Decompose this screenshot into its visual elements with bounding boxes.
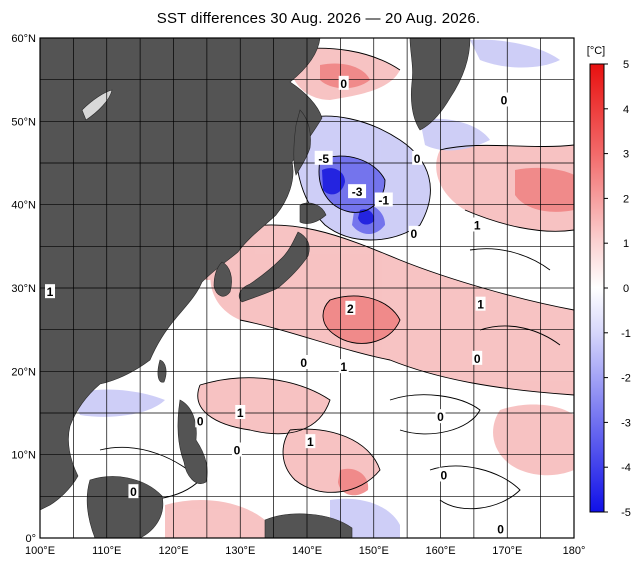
contour-label: 0 (414, 152, 421, 166)
longitude-label: 160°E (425, 545, 455, 557)
map-frame (39, 37, 575, 539)
colorbar-tick-label: 0 (623, 283, 629, 295)
sakhalin-island (293, 109, 311, 176)
contour-label-background (498, 92, 509, 107)
colorbar-tick-label: -1 (621, 328, 631, 340)
colorbar-tick-label: 1 (623, 238, 629, 250)
contour-label: 0 (234, 444, 241, 458)
contour-label-background (348, 184, 367, 199)
hokkaido-island (299, 202, 327, 224)
contour-label: -1 (378, 194, 389, 208)
longitude-label: 120°E (158, 545, 188, 557)
contour-label-background (338, 359, 349, 374)
contour-label-background (345, 300, 356, 315)
kamchatka-peninsula (409, 37, 471, 131)
new-guinea-island (264, 513, 353, 539)
contour-label: 0 (501, 94, 508, 108)
land-masses (39, 37, 471, 539)
contour-label-background (305, 434, 316, 449)
longitude-label: 170°E (492, 545, 522, 557)
contour-label-background (495, 521, 506, 536)
strong-warm-patches (320, 63, 574, 496)
latitude-label: 10°N (11, 450, 36, 462)
contour-label-background (231, 442, 242, 457)
contour-label-background (374, 192, 393, 207)
contour-label: 1 (474, 219, 481, 233)
contour-label-background (128, 484, 139, 499)
contour-label-background (472, 350, 483, 365)
colorbar (589, 63, 605, 513)
latitude-label: 20°N (11, 366, 36, 378)
contour-label: 0 (437, 410, 444, 424)
latitude-label: 0° (25, 533, 36, 545)
contour-label-background (298, 355, 309, 369)
contour-label: 1 (340, 360, 347, 374)
asia-mainland (39, 37, 323, 511)
longitude-label: 100°E (25, 545, 55, 557)
latitude-labels: 60°N 50°N 40°N 30°N 20°N 10°N 0° (11, 33, 36, 545)
shikotan-lake (81, 89, 113, 121)
contour-label: 0 (410, 227, 417, 241)
longitude-label: 130°E (225, 545, 255, 557)
colorbar-tick-label: 5 (623, 59, 629, 71)
contour-label: 0 (300, 356, 307, 370)
contour-label-background (438, 467, 449, 482)
latitude-label: 60°N (11, 33, 36, 45)
colorbar-tick-label: -2 (621, 373, 631, 385)
contour-label-background (45, 284, 56, 299)
contour-label-background (435, 409, 446, 424)
extreme-cool-patch (322, 168, 375, 225)
contour-label: -5 (318, 152, 329, 166)
contour-label-background (472, 217, 483, 232)
contour-lines (99, 47, 574, 510)
contour-label: 0 (474, 352, 481, 366)
colorbar-tick-label: -3 (621, 417, 631, 429)
contour-label: 0 (130, 485, 137, 499)
contour-label-background (412, 150, 423, 165)
latitude-label: 30°N (11, 283, 36, 295)
colorbar-ticks: 5 4 3 2 1 0 -1 -2 -3 -4 -5 (604, 59, 631, 519)
contour-label: 1 (47, 285, 54, 299)
contour-label: 2 (347, 302, 354, 316)
contour-label-layer: 0 0 0 -5 -3 -1 0 1 2 1 1 0 1 0 1 0 0 1 0 0 0 0 (45, 75, 509, 537)
longitude-label: 140°E (292, 545, 322, 557)
longitude-label: 150°E (359, 545, 389, 557)
longitude-labels: 100°E 110°E 120°E 130°E 140°E 150°E 160°E 170°E… (25, 545, 585, 557)
colorbar-tick-label: -5 (621, 507, 631, 519)
contour-label: 1 (477, 298, 484, 312)
contour-label-background (338, 75, 349, 90)
longitude-label: 180° (563, 545, 586, 557)
contour-label: 1 (237, 406, 244, 420)
contour-label-background (235, 405, 246, 419)
contour-label-background (314, 150, 333, 165)
contour-label: 1 (307, 435, 314, 449)
contour-label-background (195, 413, 206, 428)
contour-label: 0 (497, 523, 504, 537)
colorbar-tick-label: 3 (623, 149, 629, 161)
colorbar-unit: [°C] (587, 45, 605, 57)
map-title: SST differences 30 Aug. 2026 — 20 Aug. 2… (156, 10, 481, 27)
contour-label-background (475, 296, 486, 311)
latitude-label: 50°N (11, 116, 36, 128)
contour-label: -3 (352, 185, 363, 199)
lat-lon-grid (40, 38, 574, 538)
colorbar-tick-label: -4 (621, 462, 631, 474)
contour-label: 0 (197, 414, 204, 428)
latitude-label: 40°N (11, 200, 36, 212)
japan-islands (238, 231, 310, 303)
borneo-island (86, 476, 164, 539)
colorbar-tick-label: 2 (623, 193, 629, 205)
contour-label-background (408, 225, 419, 240)
contour-label: 0 (340, 77, 347, 91)
colorbar-tick-label: 4 (623, 104, 629, 116)
contour-label: 0 (440, 469, 447, 483)
longitude-label: 110°E (92, 545, 121, 557)
